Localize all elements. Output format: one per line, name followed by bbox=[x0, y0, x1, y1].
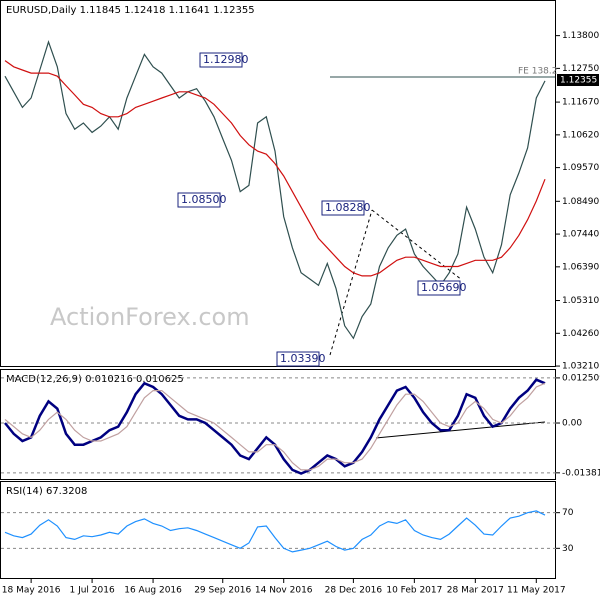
price-box bbox=[557, 74, 599, 86]
rsi-title: RSI(14) 67.3208 bbox=[6, 486, 87, 497]
y-tick-label: 0.00 bbox=[562, 419, 582, 429]
x-tick-label: 28 Mar 2017 bbox=[447, 586, 504, 596]
series-line bbox=[4, 510, 546, 553]
y-tick-label: 1.08490 bbox=[562, 197, 599, 207]
annotation-box bbox=[417, 280, 461, 296]
x-tick-label: 10 Feb 2017 bbox=[386, 586, 442, 596]
series-line bbox=[4, 60, 546, 277]
chart-title: EURUSD,Daily 1.11845 1.12418 1.11641 1.1… bbox=[6, 5, 255, 16]
fib-line bbox=[329, 209, 373, 356]
annotation: FE 138.2 bbox=[518, 67, 558, 77]
x-tick-label: 14 Nov 2016 bbox=[255, 586, 313, 596]
x-tick-label: 11 May 2017 bbox=[507, 586, 566, 596]
y-tick-label: 1.09570 bbox=[562, 163, 599, 173]
x-tick-label: 1 Jul 2016 bbox=[69, 586, 114, 596]
y-tick-label: 0.012509 bbox=[562, 373, 600, 383]
rsi-panel bbox=[0, 481, 556, 579]
y-tick-label: 1.03210 bbox=[562, 362, 599, 372]
annotation-box bbox=[321, 200, 365, 216]
y-tick-label: 1.05310 bbox=[562, 296, 599, 306]
annotation: 1.12980 bbox=[203, 53, 249, 66]
fib-line bbox=[371, 209, 463, 281]
y-tick-label: 1.10620 bbox=[562, 130, 599, 140]
y-tick-label: 1.11670 bbox=[562, 98, 599, 108]
trend-line bbox=[375, 421, 546, 439]
y-tick-label: 1.07440 bbox=[562, 230, 599, 240]
annotation: 1.05690 bbox=[421, 281, 467, 294]
y-tick-label: 30 bbox=[562, 544, 574, 554]
y-tick-label: 1.04260 bbox=[562, 329, 599, 339]
x-tick-label: 29 Sep 2016 bbox=[194, 586, 251, 596]
y-tick-label: 1.06390 bbox=[562, 262, 599, 272]
macd-title: MACD(12,26,9) 0.010216 0.010625 bbox=[6, 374, 184, 385]
series-line bbox=[4, 39, 546, 340]
series-line bbox=[4, 382, 546, 471]
y-tick-label: 1.13800 bbox=[562, 31, 599, 41]
annotation: 1.12355 bbox=[560, 76, 597, 86]
x-tick-label: 18 May 2016 bbox=[2, 586, 61, 596]
annotation-box bbox=[177, 192, 221, 208]
y-tick-label: 70 bbox=[562, 508, 574, 518]
annotation: 1.08280 bbox=[325, 201, 371, 214]
macd-panel bbox=[0, 369, 556, 480]
annotation: 1.03390 bbox=[280, 352, 326, 365]
x-tick-label: 16 Aug 2016 bbox=[124, 586, 182, 596]
y-tick-label: -0.013813 bbox=[562, 468, 600, 478]
x-tick-label: 28 Dec 2016 bbox=[325, 586, 383, 596]
y-tick-label: 1.12750 bbox=[562, 64, 599, 74]
annotation: 1.08500 bbox=[181, 193, 227, 206]
watermark: ActionForex.com bbox=[50, 303, 250, 331]
annotation-box bbox=[199, 52, 243, 68]
annotation-box bbox=[276, 351, 320, 367]
